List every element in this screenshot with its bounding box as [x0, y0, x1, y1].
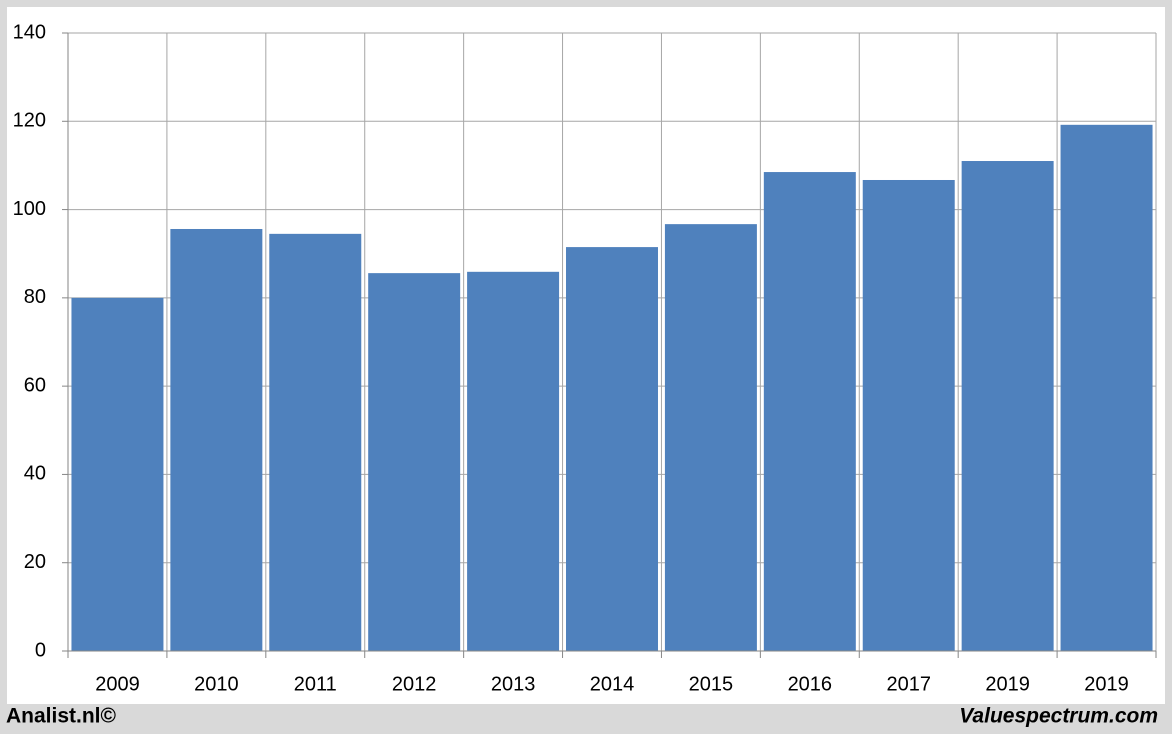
x-tick-label: 2019 — [1084, 673, 1129, 695]
y-tick-label: 100 — [13, 198, 46, 220]
bar — [566, 247, 658, 652]
x-tick-label: 2016 — [788, 673, 833, 695]
x-tick-label: 2013 — [491, 673, 536, 695]
x-tick-label: 2010 — [194, 673, 239, 695]
y-tick-label: 120 — [13, 110, 46, 132]
x-tick-label: 2012 — [392, 673, 437, 695]
x-tick-label: 2011 — [294, 673, 337, 695]
y-tick-label: 40 — [24, 463, 46, 485]
x-tick-label: 2014 — [590, 673, 635, 695]
footer-right: Valuespectrum.com — [959, 705, 1158, 728]
bar — [664, 224, 757, 652]
bar — [71, 297, 164, 651]
y-tick-label: 60 — [24, 374, 46, 396]
x-tick-label: 2017 — [886, 673, 931, 695]
bar — [862, 179, 955, 651]
bar — [467, 271, 560, 651]
footer-left: Analist.nl© — [6, 705, 117, 728]
x-tick-label: 2009 — [95, 673, 140, 695]
y-tick-label: 0 — [35, 639, 46, 661]
bar — [368, 273, 461, 651]
x-tick-label: 2019 — [985, 673, 1030, 695]
y-tick-label: 140 — [13, 21, 46, 43]
y-tick-label: 80 — [24, 286, 46, 308]
bar — [269, 233, 362, 651]
x-tick-label: 2015 — [689, 673, 734, 695]
bar — [763, 172, 856, 652]
bar — [961, 161, 1054, 651]
y-tick-label: 20 — [24, 551, 46, 573]
bar — [170, 228, 263, 651]
bar — [1060, 124, 1153, 652]
